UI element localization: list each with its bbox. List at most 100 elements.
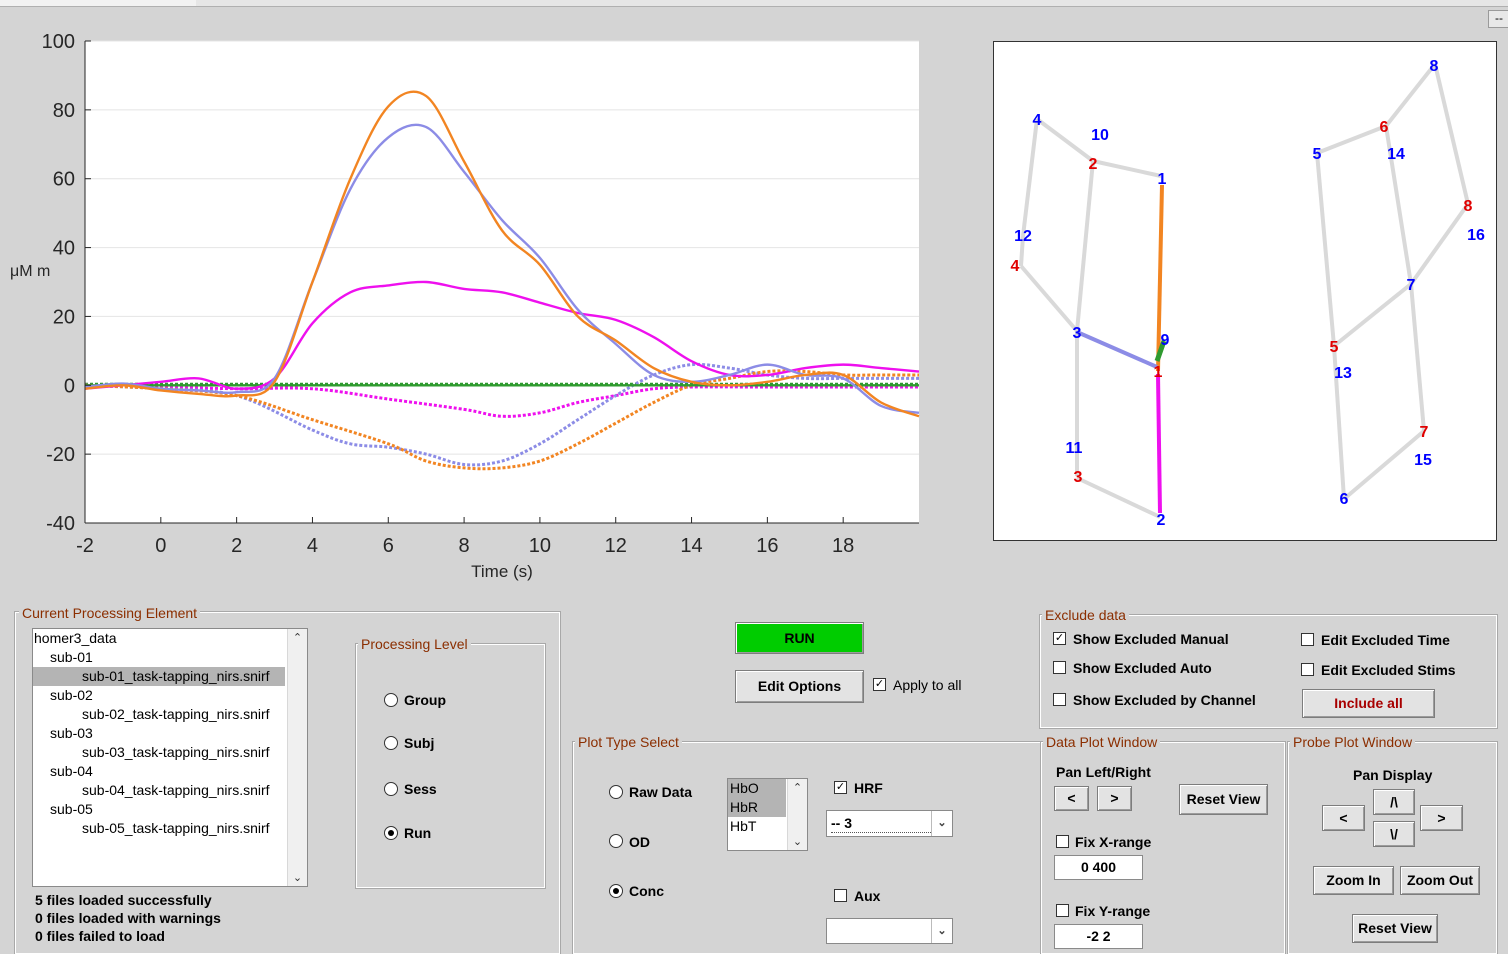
plot-type-title: Plot Type Select: [575, 734, 682, 750]
y-tick-label: 80: [53, 100, 75, 122]
probe-node: 3: [1074, 469, 1083, 486]
probe-pan-left-button[interactable]: <: [1322, 805, 1365, 831]
pan-left-right-label: Pan Left/Right: [1056, 764, 1151, 780]
hb-item-hbr[interactable]: HbR: [728, 798, 786, 817]
data-plot-window-title: Data Plot Window: [1043, 734, 1161, 750]
probe-reset-view-button[interactable]: Reset View: [1352, 914, 1438, 943]
y-tick-label: 20: [53, 306, 75, 328]
probe-node: 11: [1066, 440, 1083, 457]
radio-sess[interactable]: [384, 782, 398, 796]
chevron-down-icon[interactable]: ⌄: [931, 919, 952, 943]
probe-node: 1: [1158, 171, 1167, 188]
probe-node: 10: [1091, 127, 1109, 144]
probe-node: 4: [1033, 112, 1042, 129]
hrf-checkbox[interactable]: ✓: [834, 781, 847, 794]
y-tick-label: 40: [53, 238, 75, 260]
probe-node: 8: [1430, 58, 1439, 75]
y-range-input[interactable]: -2 2: [1054, 924, 1143, 949]
edit-options-button[interactable]: Edit Options: [735, 670, 864, 703]
tree-item[interactable]: sub-05: [50, 801, 93, 817]
x-tick-label: 16: [756, 535, 778, 557]
scroll-up-icon[interactable]: ⌃: [792, 782, 803, 794]
pan-left-button[interactable]: <: [1054, 786, 1089, 811]
tree-item[interactable]: sub-03: [50, 725, 93, 741]
fix-y-range-label: Fix Y-range: [1075, 903, 1151, 919]
radio-raw-data[interactable]: [609, 785, 623, 799]
probe-link: [1021, 118, 1039, 237]
radio-subj-label: Subj: [404, 735, 435, 751]
tree-scrollbar[interactable]: ⌃ ⌄: [287, 629, 307, 886]
x-tick-label: 14: [680, 535, 702, 557]
corner-button[interactable]: --: [1488, 10, 1508, 28]
tree-item[interactable]: sub-01: [50, 649, 93, 665]
scroll-down-icon[interactable]: ⌄: [292, 872, 303, 884]
hb-type-listbox[interactable]: HbO HbR HbT ⌃ ⌄: [727, 778, 808, 851]
status-warnings: 0 files loaded with warnings: [35, 910, 221, 926]
tree-item[interactable]: sub-02: [50, 687, 93, 703]
scroll-down-icon[interactable]: ⌄: [792, 836, 803, 848]
radio-run[interactable]: [384, 826, 398, 840]
probe-link: [1433, 63, 1470, 205]
hb-item-hbt[interactable]: HbT: [730, 818, 757, 834]
tree-item[interactable]: sub-05_task-tapping_nirs.snirf: [82, 820, 270, 836]
radio-subj[interactable]: [384, 736, 398, 750]
hb-scrollbar[interactable]: ⌃ ⌄: [787, 779, 807, 850]
probe-link: [1092, 159, 1162, 178]
probe-node: 4: [1011, 258, 1020, 275]
apply-to-all-checkbox[interactable]: ✓: [873, 678, 886, 691]
probe-node: 1: [1154, 364, 1163, 381]
scroll-up-icon[interactable]: ⌃: [292, 632, 303, 644]
pan-up-button[interactable]: /\: [1373, 789, 1415, 815]
radio-od[interactable]: [609, 834, 623, 848]
edit-excluded-time-checkbox[interactable]: [1301, 633, 1314, 646]
tree-item[interactable]: sub-04: [50, 763, 93, 779]
fix-x-range-label: Fix X-range: [1075, 834, 1152, 850]
radio-group[interactable]: [384, 693, 398, 707]
x-range-input[interactable]: 0 400: [1054, 855, 1143, 880]
probe-plot-window-title: Probe Plot Window: [1290, 734, 1416, 750]
show-excluded-auto-checkbox[interactable]: [1053, 661, 1066, 674]
processing-tree-listbox[interactable]: homer3_data sub-01 sub-01_task-tapping_n…: [32, 628, 308, 887]
x-tick-label: 0: [155, 535, 166, 557]
data-reset-view-button[interactable]: Reset View: [1179, 784, 1268, 815]
exclude-data-title: Exclude data: [1042, 607, 1129, 623]
tree-item-selected[interactable]: sub-01_task-tapping_nirs.snirf: [33, 667, 285, 686]
fix-x-range-checkbox[interactable]: [1056, 835, 1069, 848]
probe-node: 13: [1334, 365, 1352, 382]
probe-node: 2: [1157, 512, 1166, 529]
hrf-select[interactable]: -- 3 ⌄: [826, 810, 953, 837]
series-line: [84, 280, 920, 390]
probe-pan-right-button[interactable]: >: [1420, 805, 1463, 831]
x-tick-label: 18: [832, 535, 854, 557]
tree-item[interactable]: sub-02_task-tapping_nirs.snirf: [82, 706, 270, 722]
status-loaded: 5 files loaded successfully: [35, 892, 212, 908]
tree-item[interactable]: sub-04_task-tapping_nirs.snirf: [82, 782, 270, 798]
run-button[interactable]: RUN: [735, 622, 864, 654]
radio-conc-label: Conc: [629, 883, 664, 899]
x-tick-label: 12: [605, 535, 627, 557]
edit-excluded-stims-checkbox[interactable]: [1301, 663, 1314, 676]
zoom-in-button[interactable]: Zoom In: [1313, 866, 1394, 895]
tree-item[interactable]: homer3_data: [34, 630, 117, 646]
include-all-button[interactable]: Include all: [1302, 689, 1435, 718]
zoom-out-button[interactable]: Zoom Out: [1400, 866, 1480, 895]
fix-y-range-checkbox[interactable]: [1056, 904, 1069, 917]
probe-node: 16: [1467, 227, 1485, 244]
probe-plot[interactable]: 4 10 2 1 12 4 3 9 1 11 3 2 8 6 14 5 8 16…: [993, 41, 1497, 541]
probe-link: [1076, 476, 1161, 519]
hb-item-hbo[interactable]: HbO: [728, 779, 786, 798]
x-ticks: -2 0 2 4 6 8 10 12 14 16 18: [76, 517, 854, 557]
aux-checkbox[interactable]: [834, 889, 847, 902]
show-excluded-channel-checkbox[interactable]: [1053, 693, 1066, 706]
probe-link: [1035, 117, 1095, 163]
pan-right-button[interactable]: >: [1097, 786, 1132, 811]
radio-od-label: OD: [629, 834, 650, 850]
aux-select[interactable]: ⌄: [826, 918, 953, 944]
probe-connections: [1019, 62, 1470, 519]
tree-item[interactable]: sub-03_task-tapping_nirs.snirf: [82, 744, 270, 760]
chevron-down-icon[interactable]: ⌄: [931, 811, 952, 836]
pan-down-button[interactable]: \/: [1373, 821, 1415, 847]
radio-conc[interactable]: [609, 884, 623, 898]
show-excluded-manual-checkbox[interactable]: ✓: [1053, 632, 1066, 645]
